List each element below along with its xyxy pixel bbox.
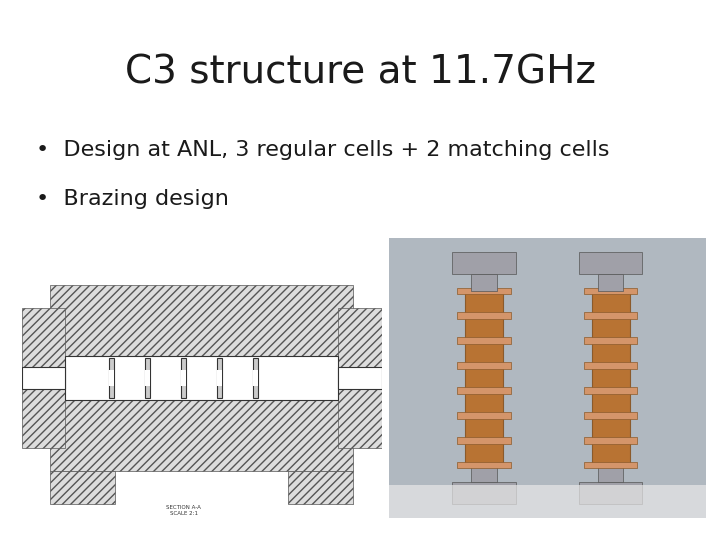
- Bar: [457, 338, 510, 344]
- Bar: [22, 367, 65, 389]
- Bar: [452, 482, 516, 504]
- Bar: [253, 359, 258, 397]
- Text: •  Design at ANL, 3 regular cells + 2 matching cells: • Design at ANL, 3 regular cells + 2 mat…: [36, 140, 610, 160]
- Bar: [457, 462, 510, 468]
- Bar: [50, 471, 115, 504]
- Bar: [457, 313, 510, 319]
- Bar: [471, 274, 497, 291]
- Text: •  Brazing design: • Brazing design: [36, 189, 229, 209]
- Bar: [452, 252, 516, 274]
- Text: C3 structure at 11.7GHz: C3 structure at 11.7GHz: [125, 54, 595, 92]
- Bar: [389, 485, 706, 518]
- Bar: [217, 369, 222, 387]
- Bar: [584, 338, 637, 344]
- Bar: [181, 369, 186, 387]
- Bar: [465, 291, 503, 465]
- Bar: [592, 291, 629, 465]
- Bar: [584, 462, 637, 468]
- Bar: [584, 313, 637, 319]
- Bar: [217, 359, 222, 397]
- Bar: [145, 359, 150, 397]
- Bar: [579, 252, 642, 274]
- Bar: [584, 288, 637, 294]
- Bar: [598, 465, 624, 482]
- Bar: [584, 387, 637, 394]
- Bar: [338, 367, 382, 389]
- Bar: [253, 369, 258, 387]
- Text: SECTION A-A
SCALE 2:1: SECTION A-A SCALE 2:1: [166, 505, 201, 516]
- Bar: [457, 387, 510, 394]
- Bar: [457, 362, 510, 369]
- Bar: [579, 482, 642, 504]
- Bar: [65, 355, 338, 401]
- Bar: [584, 437, 637, 443]
- Bar: [50, 392, 353, 471]
- Bar: [145, 369, 150, 387]
- Bar: [181, 359, 186, 397]
- Bar: [22, 308, 65, 448]
- Bar: [338, 308, 382, 448]
- Bar: [598, 274, 624, 291]
- Bar: [471, 465, 497, 482]
- Bar: [457, 288, 510, 294]
- Bar: [584, 412, 637, 418]
- Bar: [457, 412, 510, 418]
- Bar: [50, 285, 353, 364]
- Bar: [109, 359, 114, 397]
- Bar: [109, 369, 114, 387]
- Bar: [288, 471, 353, 504]
- Bar: [584, 362, 637, 369]
- Bar: [457, 437, 510, 443]
